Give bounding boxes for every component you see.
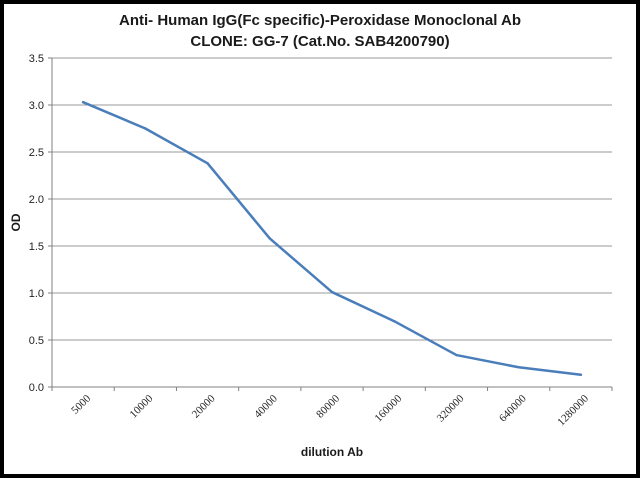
x-tick-label: 10000	[128, 392, 156, 420]
x-axis-label: dilution Ab	[301, 445, 363, 459]
x-tick-label: 40000	[252, 392, 280, 420]
series-line	[81, 100, 583, 377]
data-point	[330, 290, 334, 294]
y-tick-label: 3.5	[29, 53, 44, 65]
y-axis-label: OD	[9, 213, 23, 231]
y-tick-label: 0.0	[29, 382, 44, 394]
y-tick-label: 2.0	[29, 194, 44, 206]
data-point	[81, 100, 85, 104]
x-tick-label: 5000	[69, 392, 93, 416]
axes	[48, 57, 613, 391]
series-group	[81, 100, 583, 377]
x-tick-label: 1280000	[555, 392, 591, 428]
x-tick-label: 160000	[373, 392, 405, 424]
y-tick-label: 1.0	[29, 288, 44, 300]
chart-title: Anti- Human IgG(Fc specific)-Peroxidase …	[119, 12, 521, 29]
chart-subtitle: CLONE: GG-7 (Cat.No. SAB4200790)	[190, 33, 450, 50]
y-tick-label: 0.5	[29, 335, 44, 347]
data-point	[393, 320, 396, 323]
gridlines	[52, 57, 612, 341]
data-point	[579, 373, 583, 376]
x-tick-label: 80000	[314, 392, 342, 420]
y-tick-label: 1.5	[29, 241, 44, 253]
data-point	[268, 237, 271, 240]
data-point	[517, 366, 520, 369]
y-tick-label: 3.0	[29, 100, 44, 112]
y-tick-labels: 0.0 0.5 1.0 1.5 2.0 2.5 3.0 3.5	[29, 53, 44, 394]
data-point	[144, 127, 147, 130]
y-tick-label: 2.5	[29, 147, 44, 159]
x-tick-label: 640000	[497, 392, 529, 424]
x-tick-labels: 5000 10000 20000 40000 80000 160000 320000 6400…	[69, 392, 591, 428]
x-tick-label: 320000	[435, 392, 467, 424]
x-tick-label: 20000	[190, 392, 218, 420]
data-point	[206, 162, 209, 165]
data-point	[455, 353, 458, 357]
